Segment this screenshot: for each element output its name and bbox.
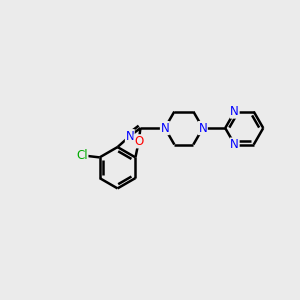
Text: O: O: [134, 135, 143, 148]
Text: Cl: Cl: [76, 149, 88, 162]
Text: N: N: [125, 130, 134, 142]
Text: N: N: [230, 105, 239, 118]
Text: N: N: [199, 122, 207, 135]
Text: N: N: [230, 138, 239, 151]
Text: N: N: [160, 122, 169, 135]
